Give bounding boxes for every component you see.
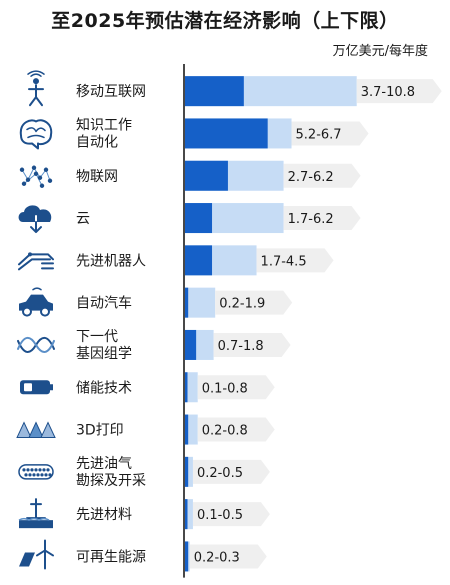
- category-label: 自动化: [76, 134, 118, 150]
- category-label: 3D打印: [76, 422, 124, 439]
- pyramids-icon: [16, 421, 56, 439]
- range-label: 0.1-0.5: [197, 508, 243, 523]
- range-label: 5.2-6.7: [296, 127, 342, 142]
- range-label: 2.7-6.2: [288, 170, 334, 185]
- bar-low: [185, 456, 189, 487]
- bar-low: [185, 245, 213, 276]
- category-row: 先进机器人 1.7-4.5: [18, 245, 334, 276]
- bar-low: [185, 160, 228, 191]
- range-tag: [192, 459, 270, 484]
- category-row: 移动互联网 3.7-10.8: [27, 70, 442, 107]
- mobile-person-icon: [27, 70, 45, 107]
- range-label: 0.2-0.3: [194, 550, 240, 565]
- range-tag: [283, 163, 361, 188]
- category-row: 先进材料 0.1-0.5: [18, 498, 270, 530]
- category-label: 先进机器人: [76, 253, 146, 269]
- dna-icon: [17, 336, 55, 353]
- bar-high: [185, 372, 198, 403]
- solar-wind-icon: [19, 539, 54, 570]
- category-label: 基因组学: [76, 345, 132, 362]
- bar-high: [185, 456, 193, 487]
- range-label: 0.2-1.9: [219, 297, 265, 312]
- category-row: 云 1.7-6.2: [18, 203, 361, 234]
- category-row: 储能技术 0.1-0.8: [20, 372, 275, 403]
- bar-low: [185, 329, 197, 360]
- robot-arm-icon: [18, 252, 54, 271]
- range-tag: [213, 332, 291, 357]
- category-row: 3D打印 0.2-0.8: [16, 414, 275, 445]
- range-label: 0.1-0.8: [202, 381, 248, 396]
- bar-low: [185, 499, 188, 530]
- bar-low: [185, 76, 244, 107]
- range-tag: [192, 502, 270, 527]
- network-dots-icon: [19, 165, 53, 188]
- bar-low: [185, 203, 213, 234]
- category-label: 勘探及开采: [76, 473, 146, 489]
- range-tag: [197, 375, 275, 400]
- bar-low: [185, 414, 189, 445]
- range-label: 1.7-4.5: [261, 254, 307, 269]
- battery-icon: [20, 380, 53, 395]
- range-tag: [256, 248, 334, 273]
- category-label: 可再生能源: [76, 549, 146, 565]
- category-label: 先进材料: [76, 507, 132, 523]
- category-row: 可再生能源 0.2-0.3: [19, 539, 267, 572]
- category-label: 知识工作: [76, 116, 132, 133]
- range-tag: [283, 206, 361, 231]
- range-tag: [356, 79, 442, 104]
- brain-icon: [19, 119, 53, 150]
- chart-title: 至2025年预估潜在经济影响（上下限）: [51, 10, 399, 32]
- range-tag: [291, 121, 369, 146]
- category-row: 物联网 2.7-6.2: [19, 160, 361, 191]
- bar-low: [185, 118, 268, 149]
- category-label: 物联网: [76, 169, 118, 185]
- category-label: 移动互联网: [76, 84, 146, 100]
- category-row: 自动汽车 0.2-1.9: [19, 287, 293, 318]
- range-tag: [189, 544, 267, 569]
- car-icon: [19, 287, 53, 317]
- bar-low: [185, 287, 189, 318]
- range-tag: [215, 290, 293, 315]
- bar-high: [185, 287, 216, 318]
- bar-high: [185, 499, 193, 530]
- category-label: 先进油气: [76, 456, 132, 472]
- range-label: 1.7-6.2: [288, 212, 334, 227]
- category-label: 下一代: [76, 329, 118, 345]
- pipe-icon: [18, 464, 54, 480]
- range-label: 0.2-0.8: [202, 424, 248, 439]
- range-label: 0.7-1.8: [218, 339, 264, 354]
- category-label: 自动汽车: [76, 295, 132, 312]
- range-label: 0.2-0.5: [197, 466, 243, 481]
- bar-low: [185, 372, 188, 403]
- category-label: 储能技术: [76, 380, 132, 396]
- range-tag: [197, 417, 275, 442]
- category-label: 云: [76, 211, 90, 227]
- cloud-icon: [18, 205, 52, 234]
- oil-rig-icon: [18, 498, 53, 529]
- unit-label: 万亿美元/每年度: [332, 44, 428, 59]
- bar-low: [185, 541, 189, 572]
- range-label: 3.7-10.8: [361, 85, 415, 100]
